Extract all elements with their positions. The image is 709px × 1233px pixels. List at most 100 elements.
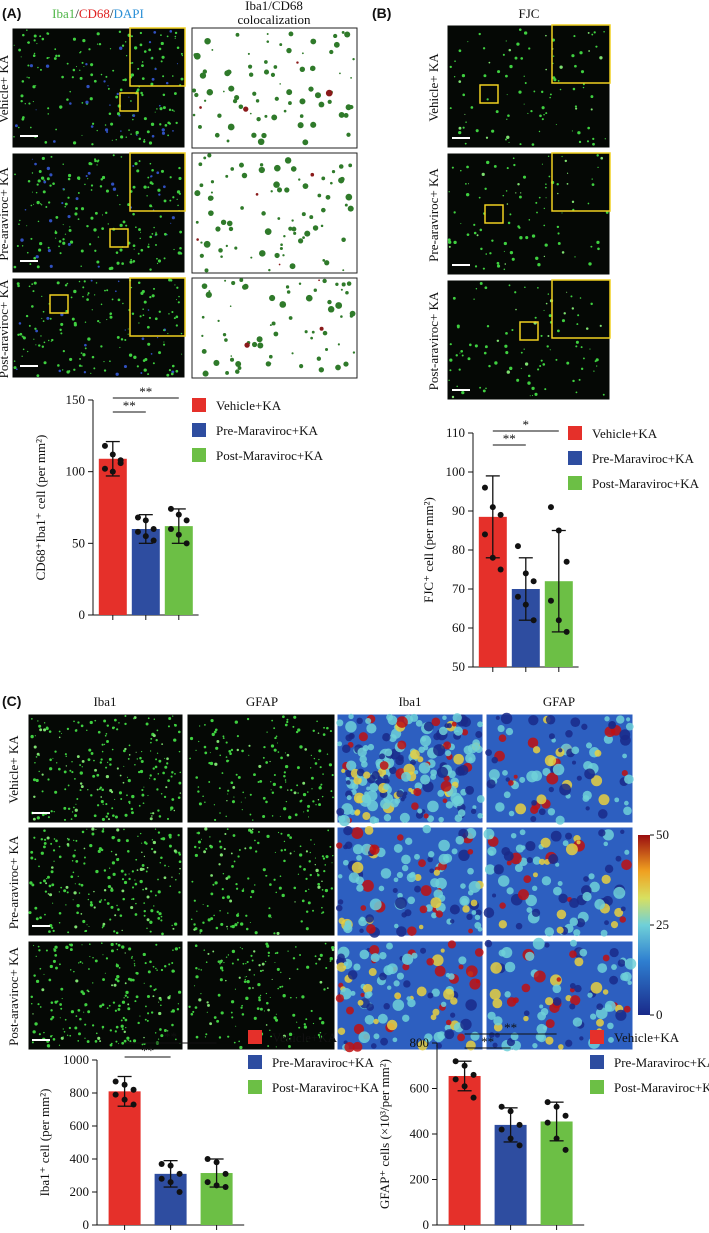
image-detail	[69, 1034, 72, 1037]
image-detail	[67, 807, 71, 811]
image-detail	[107, 87, 110, 90]
image-detail	[46, 316, 50, 320]
image-detail	[299, 364, 304, 369]
image-detail	[105, 766, 108, 769]
image-detail	[109, 1029, 112, 1032]
image-detail	[392, 1037, 398, 1043]
image-detail	[515, 922, 523, 930]
image-detail	[348, 872, 360, 883]
image-detail	[353, 792, 365, 804]
image-detail	[218, 840, 222, 843]
image-detail	[278, 263, 281, 266]
image-detail	[109, 763, 112, 766]
image-detail	[151, 77, 155, 81]
image-detail	[277, 742, 279, 744]
image-detail	[116, 828, 120, 832]
data-point	[507, 1135, 514, 1142]
data-point	[555, 617, 562, 624]
image-detail	[268, 907, 271, 910]
image-detail	[79, 789, 82, 792]
image-detail	[322, 330, 328, 336]
image-detail	[101, 214, 104, 216]
image-detail	[109, 1043, 113, 1047]
image-detail	[99, 761, 103, 764]
image-detail	[160, 793, 163, 795]
image-detail	[443, 853, 453, 863]
image-detail	[48, 978, 52, 982]
image-detail	[118, 857, 120, 859]
image-detail	[121, 1028, 124, 1031]
y-axis-label: CD68⁺Iba1⁺ cell (per mm²)	[33, 435, 48, 581]
image-detail	[143, 982, 145, 984]
image-detail	[293, 886, 297, 890]
image-detail	[274, 252, 280, 259]
image-detail	[246, 717, 250, 721]
image-detail	[126, 850, 130, 853]
image-detail	[523, 348, 525, 350]
image-detail	[221, 896, 225, 900]
image-detail	[469, 343, 472, 347]
image-detail	[60, 322, 64, 326]
image-detail	[223, 961, 225, 964]
image-detail	[30, 204, 33, 207]
image-detail	[123, 880, 128, 885]
image-detail	[47, 32, 50, 35]
image-detail	[124, 994, 128, 997]
image-detail	[545, 1019, 555, 1029]
data-point	[121, 1096, 128, 1103]
image-detail	[43, 361, 47, 365]
image-detail	[38, 724, 42, 728]
image-detail	[520, 367, 522, 370]
image-detail	[110, 905, 114, 909]
image-detail	[198, 802, 202, 806]
image-detail	[476, 234, 479, 237]
image-detail	[474, 914, 481, 921]
image-detail	[519, 776, 526, 783]
image-detail	[188, 1005, 191, 1008]
image-detail	[302, 236, 305, 240]
image-detail	[559, 783, 572, 796]
image-detail	[142, 952, 146, 957]
image-detail	[91, 355, 95, 359]
image-detail	[126, 1036, 130, 1040]
image-detail	[141, 863, 145, 867]
image-detail	[105, 957, 109, 960]
image-detail	[91, 827, 95, 831]
image-detail	[623, 1005, 631, 1013]
image-detail	[81, 944, 83, 946]
image-detail	[24, 208, 27, 211]
image-detail	[193, 899, 196, 902]
image-detail	[332, 796, 334, 799]
image-detail	[157, 188, 161, 192]
image-detail	[218, 1036, 222, 1039]
image-detail	[250, 830, 254, 834]
image-background	[11, 152, 186, 274]
image-detail	[119, 914, 123, 917]
image-detail	[534, 316, 537, 319]
image-detail	[15, 368, 18, 371]
image-detail	[120, 338, 124, 341]
image-detail	[82, 38, 86, 43]
image-detail	[13, 360, 16, 362]
image-detail	[112, 69, 115, 72]
image-detail	[279, 83, 281, 85]
image-detail	[383, 814, 392, 822]
image-detail	[350, 990, 356, 996]
image-detail	[589, 881, 600, 893]
image-detail	[505, 40, 507, 42]
image-detail	[496, 261, 500, 265]
image-detail	[493, 1016, 503, 1026]
image-detail	[502, 53, 505, 56]
image-detail	[58, 921, 61, 924]
image-detail	[168, 865, 170, 867]
image-detail	[558, 1044, 564, 1050]
image-detail	[563, 312, 566, 315]
data-point	[481, 484, 488, 491]
image-detail	[259, 250, 266, 257]
image-detail	[312, 800, 315, 803]
image-detail	[96, 160, 99, 163]
image-detail	[232, 99, 238, 104]
image-detail	[178, 750, 181, 753]
column-header: Iba1	[398, 694, 421, 709]
image-detail	[310, 38, 317, 45]
